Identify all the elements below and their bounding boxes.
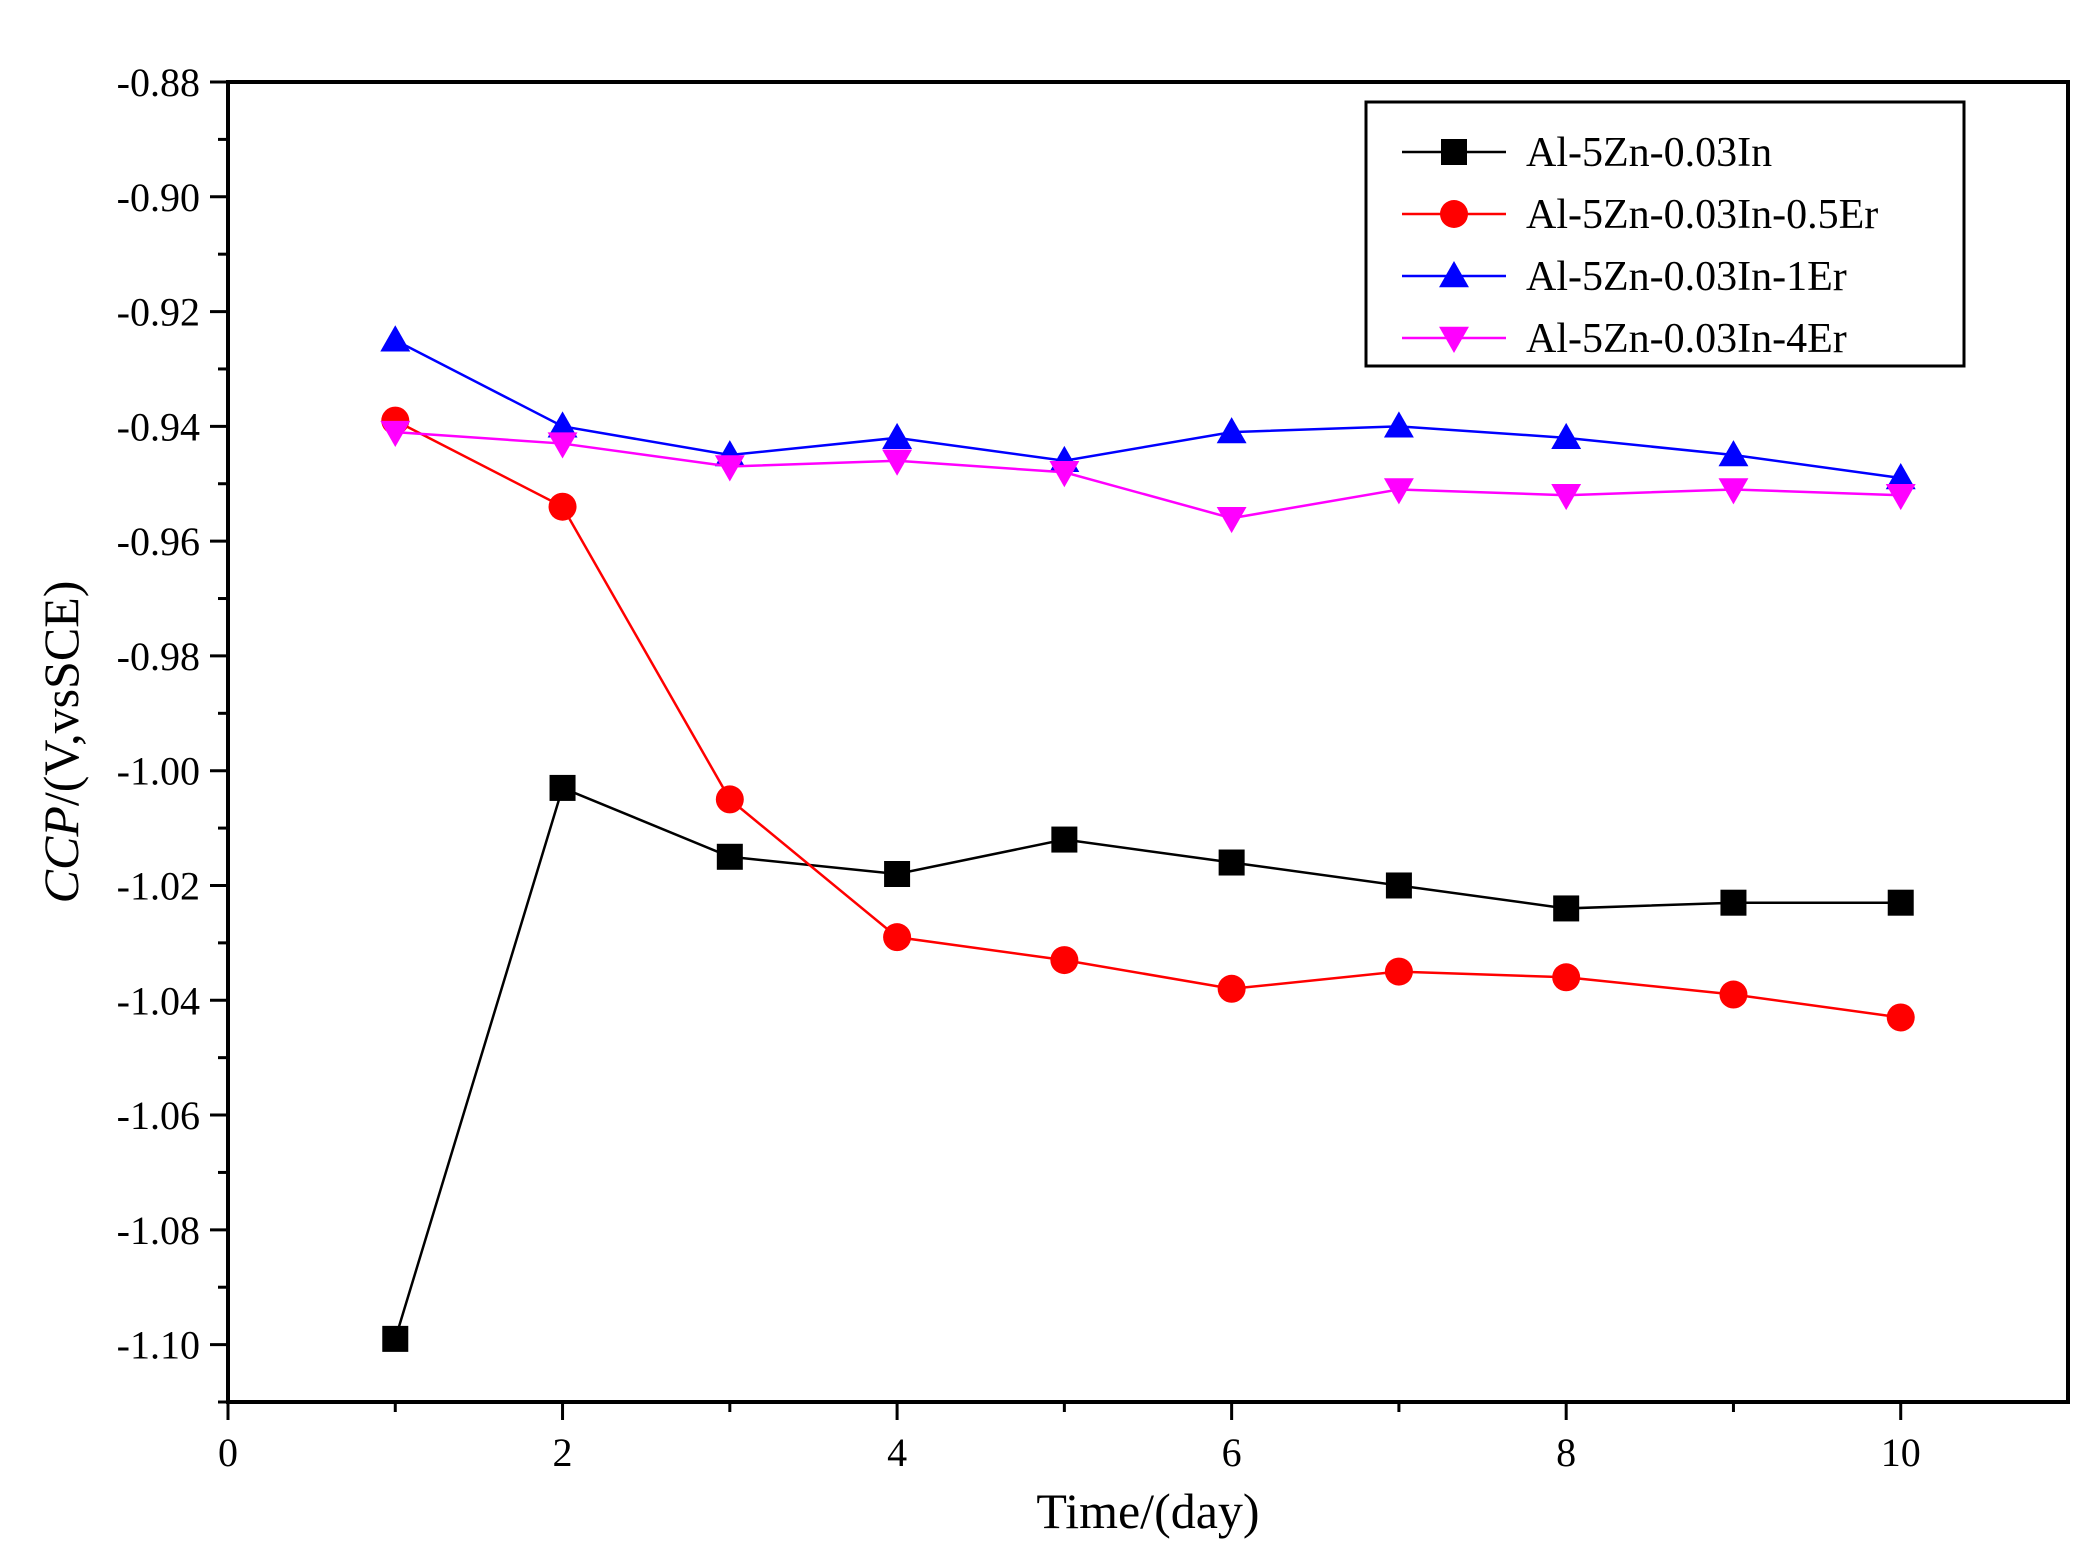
plot-frame xyxy=(226,80,2070,1404)
x-tick-label: 8 xyxy=(1556,1430,1576,1475)
x-tick-label: 4 xyxy=(887,1430,907,1475)
data-point xyxy=(1051,826,1078,853)
data-point xyxy=(1885,484,1916,511)
data-point xyxy=(380,325,411,352)
data-point xyxy=(1718,440,1749,467)
series-line xyxy=(394,786,1901,1340)
data-point xyxy=(382,1325,409,1352)
legend-label: Al-5Zn-0.03In-4Er xyxy=(1526,316,1847,362)
data-point xyxy=(1720,889,1747,916)
data-point xyxy=(1217,974,1246,1003)
series-layer xyxy=(380,325,1916,1352)
y-axis-title-rest: /(V,vsSCE) xyxy=(33,581,89,807)
x-tick-label: 10 xyxy=(1881,1430,1921,1475)
data-point xyxy=(883,923,912,952)
y-axis-title: CCP/(V,vsSCE) xyxy=(33,581,89,904)
data-point xyxy=(1553,895,1580,922)
data-point xyxy=(548,492,577,521)
y-tick-label: -0.92 xyxy=(117,290,200,335)
series-3 xyxy=(380,325,1916,490)
data-point xyxy=(714,455,745,482)
data-point xyxy=(1718,478,1749,505)
legend-marker xyxy=(1439,261,1469,288)
data-point xyxy=(1886,1003,1915,1032)
series-line xyxy=(395,430,1901,520)
data-point xyxy=(1216,417,1247,444)
series-4 xyxy=(380,420,1916,534)
data-point xyxy=(547,411,578,438)
data-point xyxy=(547,432,578,459)
legend-label: Al-5Zn-0.03In-1Er xyxy=(1526,254,1847,300)
y-tick-label: -1.04 xyxy=(117,978,200,1023)
y-tick-label: -0.96 xyxy=(117,519,200,564)
data-point xyxy=(884,861,911,887)
x-axis-ticks: 0 2 4 6 8 10 xyxy=(218,1402,1921,1475)
x-tick-label: 0 xyxy=(218,1430,238,1475)
y-tick-label: -1.08 xyxy=(117,1208,200,1253)
data-point xyxy=(1719,980,1748,1009)
data-point xyxy=(716,843,743,870)
data-point xyxy=(1049,461,1080,488)
legend-label: Al-5Zn-0.03In xyxy=(1526,130,1772,176)
y-tick-label: -1.06 xyxy=(117,1093,200,1138)
data-point xyxy=(1552,963,1581,992)
legend-marker xyxy=(1439,326,1469,353)
data-point xyxy=(882,449,913,476)
data-point xyxy=(1887,889,1914,916)
data-point xyxy=(1383,478,1414,505)
series-line xyxy=(394,339,1901,480)
data-point xyxy=(1216,506,1247,534)
y-tick-label: -0.88 xyxy=(117,60,200,105)
x-axis-title: Time/(day) xyxy=(1036,1483,1259,1539)
y-axis-title-italic: CCP xyxy=(33,806,89,903)
data-point xyxy=(1551,484,1582,511)
data-point xyxy=(715,785,744,814)
y-axis-ticks: -0.88 -0.90 -0.92 -0.94 -0.96 -0.98 -1.00 -1.02… xyxy=(117,60,228,1404)
data-point xyxy=(380,420,411,448)
data-point xyxy=(1218,849,1245,876)
data-point xyxy=(1050,946,1079,975)
legend-marker xyxy=(1440,200,1468,228)
data-point xyxy=(1383,411,1414,438)
series-line xyxy=(394,419,1901,1019)
data-point xyxy=(1385,872,1412,899)
y-tick-label: -1.10 xyxy=(117,1323,200,1368)
data-point xyxy=(549,774,576,801)
y-tick-label: -0.90 xyxy=(117,175,200,220)
series-1 xyxy=(382,774,1914,1352)
data-point xyxy=(882,422,913,450)
y-tick-label: -0.98 xyxy=(117,634,200,679)
legend: Al-5Zn-0.03In Al-5Zn-0.03In-0.5Er Al-5Zn-0… xyxy=(1364,100,1966,368)
y-tick-label: -1.00 xyxy=(117,749,200,794)
series-2 xyxy=(381,406,1915,1032)
data-point xyxy=(1384,957,1413,986)
legend-label: Al-5Zn-0.03In-0.5Er xyxy=(1526,192,1878,238)
y-tick-label: -1.02 xyxy=(117,863,200,908)
x-tick-label: 2 xyxy=(553,1430,573,1475)
data-point xyxy=(1551,422,1582,450)
x-tick-label: 6 xyxy=(1222,1430,1242,1475)
y-tick-label: -0.94 xyxy=(117,404,200,449)
legend-marker xyxy=(1441,139,1467,165)
data-point xyxy=(1885,463,1916,490)
